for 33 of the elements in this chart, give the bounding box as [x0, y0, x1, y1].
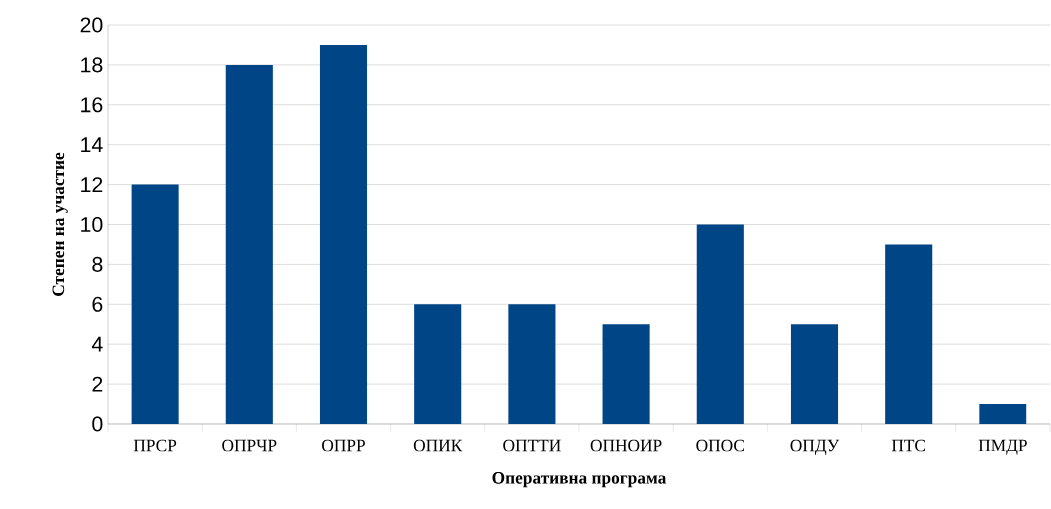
bar: [319, 44, 368, 424]
x-tick-label: ОПНОИР: [590, 439, 662, 452]
x-tick-label: ОПИК: [413, 439, 463, 452]
x-tick-label: ОПТТИ: [503, 439, 561, 452]
x-tick-label: ПТС: [891, 439, 926, 452]
x-tick-label: ОПРЧР: [222, 439, 277, 452]
bar: [131, 184, 179, 424]
x-tick-label: ОПОС: [696, 439, 744, 452]
y-axis-title: Степен на участие: [52, 152, 68, 296]
y-tick-label: 4: [91, 336, 103, 352]
x-tick-label: ОПРР: [322, 439, 365, 452]
bar: [696, 224, 744, 424]
y-tick-label: 14: [81, 137, 103, 153]
bar: [790, 324, 839, 424]
x-axis-title: Оперативна програма: [492, 472, 667, 488]
y-tick-label: 12: [81, 177, 103, 193]
bar: [414, 304, 462, 424]
y-tick-label: 20: [80, 17, 103, 33]
y-tick-label: 8: [92, 256, 103, 272]
y-tick-label: 18: [81, 57, 103, 73]
y-tick-label: 6: [92, 296, 103, 312]
bar: [225, 64, 273, 424]
x-tick-label: ПРСР: [133, 439, 177, 452]
x-tick-label: ОПДУ: [790, 439, 840, 455]
bar: [979, 404, 1027, 424]
y-tick-label: 10: [81, 216, 103, 233]
x-tick-label: ПМДР: [978, 439, 1027, 455]
bar: [508, 304, 556, 424]
bar: [602, 324, 650, 424]
y-tick-label: 2: [92, 376, 103, 392]
y-tick-label: 16: [81, 97, 103, 113]
bar: [885, 244, 933, 424]
y-tick-label: 0: [92, 416, 103, 432]
